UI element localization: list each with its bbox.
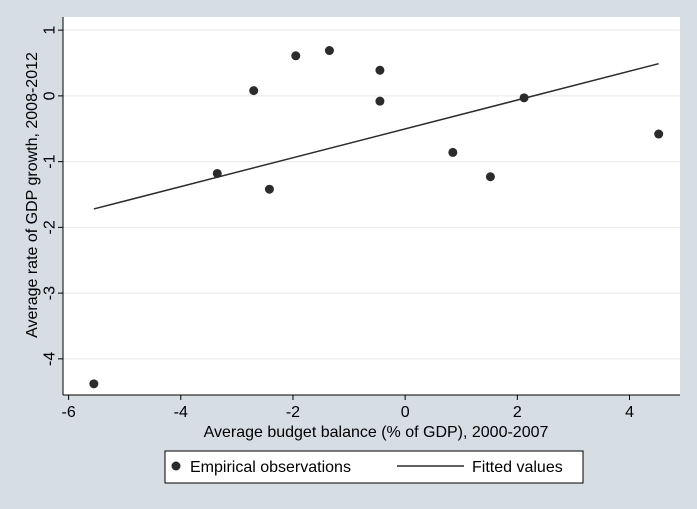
- y-tick-label-2: -2: [42, 220, 59, 234]
- data-point-5: [324, 46, 334, 56]
- fitted-line: [93, 62, 659, 210]
- data-point-11: [654, 129, 664, 139]
- legend-marker-observations: [171, 461, 181, 471]
- x-tick-label-2: -2: [286, 404, 300, 421]
- x-tick-label-5: 4: [625, 404, 634, 421]
- legend-box: [164, 450, 584, 484]
- data-point-9: [485, 172, 495, 182]
- scatter-points: [89, 46, 664, 389]
- x-tick-label-1: -4: [174, 404, 188, 421]
- y-axis-ticks: -4 -3 -2 -1 0 1: [42, 26, 63, 366]
- y-tick-label-0: -4: [42, 352, 59, 366]
- x-tick-label-0: -6: [61, 404, 75, 421]
- x-axis-ticks: -6 -4 -2 0 2 4: [61, 395, 634, 421]
- data-point-6: [375, 65, 385, 75]
- data-point-8: [448, 147, 458, 157]
- fitted-line-layer: [93, 62, 659, 210]
- data-point-4: [291, 51, 301, 61]
- data-point-7: [375, 96, 385, 106]
- grid-lines: [63, 29, 680, 360]
- y-tick-label-1: -3: [42, 286, 59, 300]
- data-point-3: [264, 184, 274, 194]
- y-tick-label-5: 1: [42, 26, 59, 35]
- legend-label-fitted: Fitted values: [472, 459, 563, 476]
- data-point-1: [212, 168, 222, 178]
- x-tick-label-4: 2: [513, 404, 522, 421]
- y-tick-label-4: 0: [42, 91, 59, 100]
- data-point-10: [519, 93, 529, 103]
- legend: Empirical observations Fitted values: [164, 450, 584, 484]
- y-axis-title: Average rate of GDP growth, 2008-2012: [24, 52, 41, 338]
- legend-label-observations: Empirical observations: [190, 459, 351, 476]
- x-axis-title: Average budget balance (% of GDP), 2000-…: [204, 424, 549, 441]
- x-tick-label-3: 0: [401, 404, 410, 421]
- y-tick-label-3: -1: [42, 154, 59, 168]
- plot-area: [63, 17, 680, 395]
- data-point-2: [249, 86, 259, 96]
- data-point-0: [89, 379, 99, 389]
- axes: [62, 17, 680, 396]
